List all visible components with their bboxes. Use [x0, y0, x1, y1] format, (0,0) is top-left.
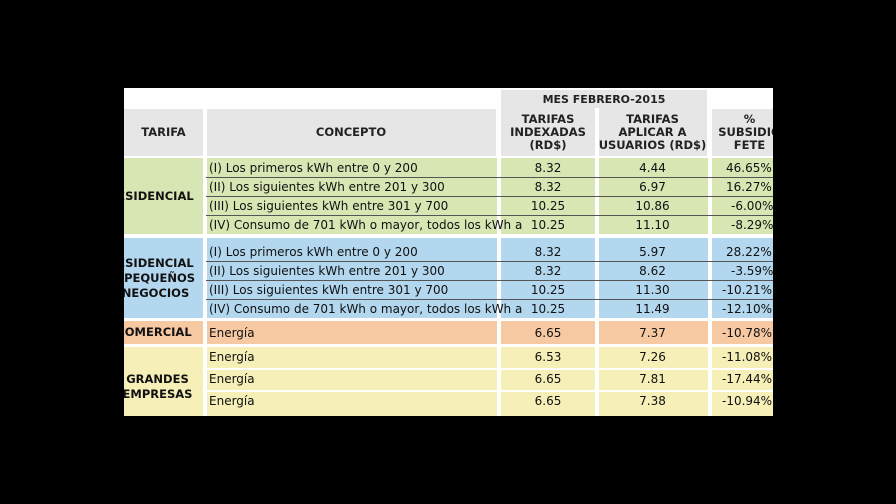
concepto-cell: Energía — [209, 326, 255, 340]
concepto-cell: (III) Los siguientes kWh entre 301 y 700 — [209, 199, 449, 213]
header-aplicar: TARIFAS APLICAR A USUARIOS (RD$) — [598, 109, 707, 156]
indexada-cell: 8.32 — [534, 245, 562, 259]
indexada-cell: 6.65 — [534, 372, 562, 386]
aplicar-cell: 6.97 — [639, 180, 666, 194]
concepto-cell: (III) Los siguientes kWh entre 301 y 700 — [209, 283, 449, 297]
tarifa-residencial-pequenos: ESIDENCIAL / PEQUEÑOS NEGOCIOS — [124, 255, 196, 300]
row-divider — [206, 299, 773, 300]
concepto-cell: Energía — [209, 372, 255, 386]
indexada-cell: 10.25 — [530, 199, 566, 213]
aplicar-cell: 7.37 — [639, 326, 666, 340]
row-divider — [206, 368, 773, 370]
tarifa-residencial: ESIDENCIAL — [124, 188, 194, 203]
group-residencial-pequenos-bg — [124, 238, 773, 318]
subsidio-cell: -12.10% — [722, 302, 773, 316]
col-divider — [203, 88, 207, 416]
aplicar-cell: 7.26 — [639, 350, 666, 364]
subsidio-cell: -17.44% — [722, 372, 773, 386]
concepto-cell: (II) Los siguientes kWh entre 201 y 300 — [209, 264, 445, 278]
indexada-cell: 8.32 — [534, 180, 562, 194]
subsidio-cell: -10.78% — [722, 326, 773, 340]
concepto-cell: (I) Los primeros kWh entre 0 y 200 — [209, 245, 418, 259]
tarifa-grandes-empresas: GRANDES EMPRESAS — [124, 371, 193, 401]
header-concepto: CONCEPTO — [206, 109, 496, 156]
subsidio-cell: -10.94% — [722, 394, 773, 408]
indexada-cell: 10.25 — [530, 302, 566, 316]
header-tarifa: TARIFA — [124, 109, 203, 156]
row-divider — [206, 390, 773, 392]
row-divider — [206, 280, 773, 281]
group-grandes-bg — [124, 347, 773, 416]
indexada-cell: 8.32 — [534, 161, 562, 175]
tariff-table: MES FEBRERO-2015 TARIFA CONCEPTO TARIFAS… — [124, 88, 773, 416]
header-indexadas: TARIFAS INDEXADAS (RD$) — [501, 109, 595, 156]
subsidio-cell: -3.59% — [731, 264, 773, 278]
indexada-cell: 6.65 — [534, 394, 562, 408]
subsidio-cell: 16.27% — [726, 180, 772, 194]
subsidio-cell: 46.65% — [726, 161, 772, 175]
col-divider — [595, 108, 599, 416]
concepto-cell: (I) Los primeros kWh entre 0 y 200 — [209, 161, 418, 175]
indexada-cell: 10.25 — [530, 283, 566, 297]
concepto-cell: (II) Los siguientes kWh entre 201 y 300 — [209, 180, 445, 194]
aplicar-cell: 11.10 — [635, 218, 670, 232]
concepto-cell: (IV) Consumo de 701 kWh o mayor, todos l… — [209, 302, 523, 316]
header-subsidio: % SUBSIDIO FETE — [712, 109, 773, 156]
col-divider — [497, 88, 501, 416]
concepto-cell: (IV) Consumo de 701 kWh o mayor, todos l… — [209, 218, 523, 232]
aplicar-cell: 7.81 — [639, 372, 666, 386]
col-divider — [708, 88, 712, 416]
aplicar-cell: 8.62 — [639, 264, 666, 278]
aplicar-cell: 7.38 — [639, 394, 666, 408]
aplicar-cell: 11.30 — [635, 283, 670, 297]
indexada-cell: 6.53 — [534, 350, 562, 364]
subsidio-cell: -11.08% — [722, 350, 773, 364]
row-divider — [206, 215, 773, 216]
month-header: MES FEBRERO-2015 — [501, 90, 707, 109]
row-divider — [206, 261, 773, 262]
aplicar-cell: 4.44 — [639, 161, 666, 175]
aplicar-cell: 5.97 — [639, 245, 666, 259]
aplicar-cell: 11.49 — [635, 302, 670, 316]
subsidio-cell: -10.21% — [722, 283, 773, 297]
row-divider — [206, 196, 773, 197]
subsidio-cell: -8.29% — [731, 218, 773, 232]
indexada-cell: 8.32 — [534, 264, 562, 278]
aplicar-cell: 10.86 — [635, 199, 670, 213]
indexada-cell: 10.25 — [530, 218, 566, 232]
tarifa-comercial: COMERCIAL — [124, 325, 192, 339]
concepto-cell: Energía — [209, 394, 255, 408]
subsidio-cell: 28.22% — [726, 245, 772, 259]
group-comercial-bg — [124, 321, 773, 344]
concepto-cell: Energía — [209, 350, 255, 364]
subsidio-cell: -6.00% — [731, 199, 773, 213]
row-divider — [206, 177, 773, 178]
indexada-cell: 6.65 — [534, 326, 562, 340]
